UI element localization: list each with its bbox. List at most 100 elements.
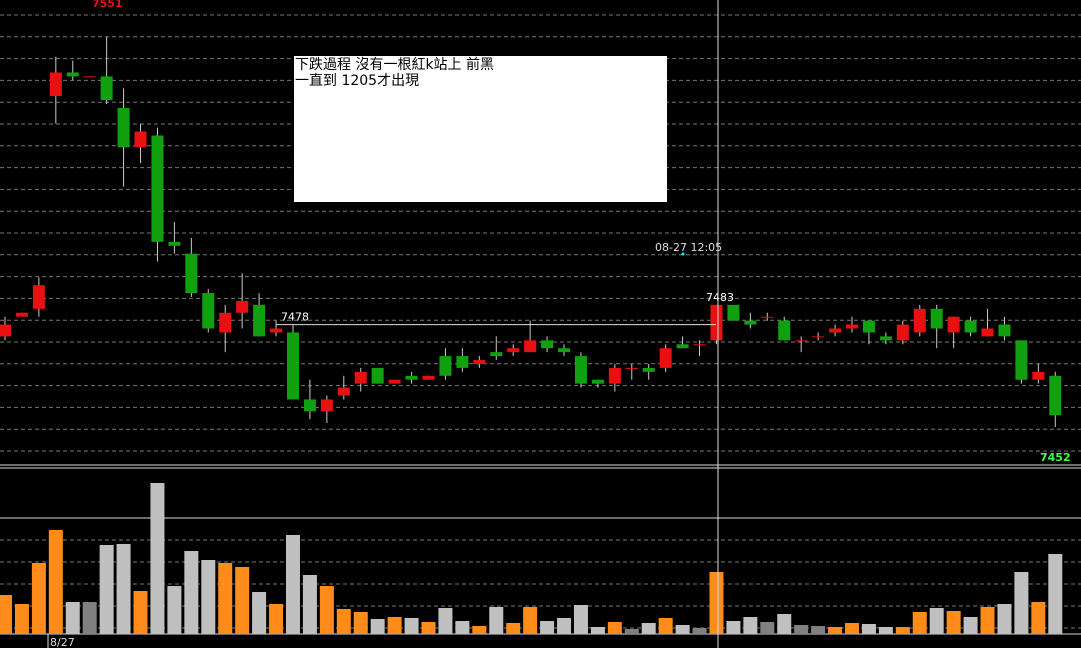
candle-body	[778, 320, 791, 341]
candle-body	[270, 328, 283, 333]
volume-bar	[607, 622, 622, 634]
volume-bar	[828, 627, 843, 634]
annotation-line: 一直到 1205才出現	[295, 72, 419, 89]
volume-bar	[878, 627, 893, 634]
volume-bar	[557, 618, 572, 634]
annotation-box	[294, 56, 667, 202]
candle-body	[371, 367, 384, 384]
candle-body	[541, 340, 554, 349]
volume-bar	[269, 604, 284, 634]
candle-body	[829, 328, 842, 333]
candle-body	[710, 304, 723, 341]
candle-body	[15, 312, 28, 317]
volume-bar	[980, 607, 995, 634]
candle-body	[185, 253, 198, 294]
cursor-time: 08-27 12:05	[655, 241, 722, 254]
candle-body	[930, 308, 943, 329]
candle-body	[32, 285, 45, 309]
volume-bar	[726, 621, 741, 634]
candle-body	[236, 300, 249, 313]
candle-body	[947, 316, 960, 333]
volume-bar	[489, 607, 504, 634]
volume-bar	[336, 609, 351, 634]
candle-body	[320, 399, 333, 412]
volume-bar	[963, 617, 978, 634]
volume-bar	[302, 575, 317, 634]
volume-bar	[99, 545, 114, 634]
candle-body	[405, 375, 418, 380]
annotation-line: 下跌過程 沒有一根紅k站上 前黑	[295, 56, 494, 73]
cursor-dot	[681, 252, 685, 256]
volume-bar	[641, 623, 656, 634]
volume-bar	[285, 535, 300, 634]
candle-body	[388, 379, 401, 384]
volume-bar	[184, 551, 199, 634]
candle-body	[151, 135, 164, 242]
candle-body	[693, 344, 706, 346]
reference-label: 7478	[281, 311, 309, 324]
candle-body	[608, 367, 621, 384]
candle-body	[0, 324, 11, 337]
candle-body	[574, 356, 587, 384]
volume-bar	[48, 530, 63, 634]
volume-bar	[675, 625, 690, 634]
candle-body	[676, 344, 689, 349]
marks: 7478 7483 7551 7452	[0, 0, 1071, 634]
volume-bar	[65, 602, 80, 634]
volume-bar	[743, 617, 758, 634]
candle-body	[49, 72, 62, 97]
volume-bar	[811, 626, 826, 634]
candle-body	[134, 131, 147, 148]
candle-body	[727, 304, 740, 321]
candle-body	[761, 316, 774, 318]
volume-bar	[1048, 554, 1063, 634]
volume-bar	[709, 572, 724, 634]
candle-body	[422, 375, 435, 380]
volume-bar	[523, 607, 538, 634]
candle-body	[642, 367, 655, 372]
candle-body	[659, 348, 672, 368]
candle-body	[1032, 371, 1045, 380]
low-label: 7452	[1040, 451, 1071, 464]
date-label: 8/27	[50, 636, 75, 648]
volume-bar	[14, 604, 29, 634]
candle-body	[507, 348, 520, 353]
volume-bar	[455, 621, 470, 634]
volume-bar	[794, 625, 809, 634]
candle-body	[337, 387, 350, 396]
volume-bar	[133, 591, 148, 634]
candle-body	[625, 367, 638, 369]
candle-body	[795, 340, 808, 342]
volume-bar	[624, 629, 639, 634]
candle-body	[812, 336, 825, 338]
volume-bar	[353, 612, 368, 634]
candle-body	[744, 320, 757, 325]
volume-bar	[472, 626, 487, 634]
volume-bar	[252, 592, 267, 634]
volume-bar	[150, 483, 165, 634]
volume-bar	[861, 624, 876, 634]
candle-body	[846, 324, 858, 329]
volume-bar	[201, 560, 216, 634]
recent-high-label: 7483	[706, 291, 734, 304]
volume-bar	[235, 567, 250, 634]
volume-bar	[116, 544, 131, 634]
volume-bar	[658, 618, 673, 634]
volume-bar	[82, 602, 97, 634]
volume-bar	[845, 623, 859, 634]
volume-bar	[218, 563, 233, 634]
volume-bar	[167, 586, 182, 634]
volume-bar	[0, 595, 12, 634]
volume-bar	[997, 604, 1012, 634]
candle-body	[253, 304, 266, 337]
candle-body	[591, 379, 604, 384]
candle-body	[879, 336, 892, 341]
candle-body	[490, 352, 503, 357]
candle-body	[456, 356, 469, 368]
candle-body	[981, 328, 994, 337]
candle-body	[862, 320, 875, 333]
volume-bar	[31, 563, 46, 634]
candle-body	[286, 332, 299, 400]
volume-bar	[590, 627, 605, 634]
candle-body	[66, 72, 79, 77]
